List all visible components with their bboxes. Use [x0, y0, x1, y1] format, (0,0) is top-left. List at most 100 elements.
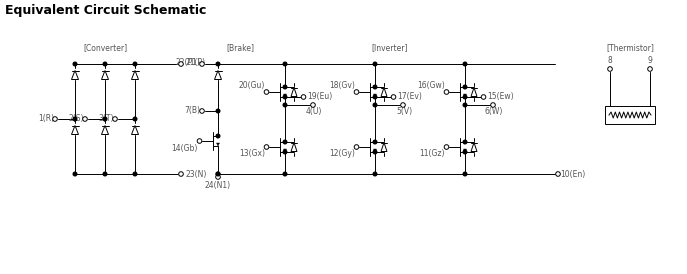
Circle shape	[133, 117, 137, 121]
Polygon shape	[71, 70, 78, 79]
Circle shape	[354, 145, 359, 149]
Circle shape	[103, 62, 106, 66]
Text: 11(Gz): 11(Gz)	[420, 149, 445, 158]
Circle shape	[200, 62, 204, 66]
Text: 17(Ev): 17(Ev)	[397, 93, 422, 101]
Text: 9: 9	[648, 56, 653, 65]
Polygon shape	[464, 94, 466, 97]
Circle shape	[283, 103, 286, 107]
Circle shape	[216, 175, 221, 179]
Text: 2(S): 2(S)	[69, 113, 84, 122]
Polygon shape	[471, 87, 477, 96]
Circle shape	[556, 172, 561, 176]
Circle shape	[113, 117, 117, 121]
Circle shape	[463, 140, 466, 144]
Circle shape	[82, 117, 87, 121]
Circle shape	[463, 150, 466, 154]
Circle shape	[373, 62, 376, 66]
Text: 4(U): 4(U)	[306, 107, 322, 116]
Text: 18(Gv): 18(Gv)	[329, 81, 355, 90]
Text: 14(Gb): 14(Gb)	[172, 144, 198, 153]
Polygon shape	[374, 94, 376, 97]
Polygon shape	[216, 143, 220, 146]
Polygon shape	[131, 125, 139, 135]
Circle shape	[283, 150, 286, 154]
Circle shape	[444, 145, 449, 149]
Polygon shape	[381, 87, 387, 96]
Circle shape	[463, 85, 466, 89]
Text: 7(B): 7(B)	[184, 107, 200, 116]
Bar	[605, 106, 655, 124]
Circle shape	[197, 139, 202, 143]
Circle shape	[608, 67, 612, 71]
Text: [Thermistor]: [Thermistor]	[606, 43, 654, 52]
Circle shape	[74, 172, 77, 176]
Circle shape	[301, 95, 306, 99]
Circle shape	[283, 140, 286, 144]
Circle shape	[133, 62, 137, 66]
Polygon shape	[214, 70, 221, 79]
Polygon shape	[284, 149, 286, 152]
Circle shape	[264, 90, 269, 94]
Text: 19(Eu): 19(Eu)	[307, 93, 333, 101]
Circle shape	[373, 150, 376, 154]
Circle shape	[103, 117, 106, 121]
Text: 12(Gy): 12(Gy)	[329, 149, 355, 158]
Text: Equivalent Circuit Schematic: Equivalent Circuit Schematic	[5, 4, 206, 17]
Circle shape	[179, 62, 183, 66]
Circle shape	[216, 134, 220, 138]
Circle shape	[373, 103, 376, 107]
Polygon shape	[374, 149, 376, 152]
Polygon shape	[291, 87, 297, 96]
Circle shape	[216, 172, 220, 176]
Polygon shape	[284, 94, 286, 97]
Circle shape	[283, 85, 286, 89]
Circle shape	[200, 109, 204, 113]
Circle shape	[648, 67, 652, 71]
Circle shape	[74, 117, 77, 121]
Text: [Inverter]: [Inverter]	[372, 43, 408, 52]
Text: 10(En): 10(En)	[560, 170, 585, 179]
Circle shape	[391, 95, 396, 99]
Circle shape	[401, 103, 405, 107]
Polygon shape	[381, 142, 387, 152]
Polygon shape	[131, 70, 139, 79]
Circle shape	[133, 172, 137, 176]
Circle shape	[179, 172, 183, 176]
Text: 15(Ew): 15(Ew)	[487, 93, 514, 101]
Circle shape	[373, 140, 376, 144]
Circle shape	[216, 172, 220, 176]
Polygon shape	[471, 142, 477, 152]
Circle shape	[444, 90, 449, 94]
Text: 6(W): 6(W)	[485, 107, 503, 116]
Circle shape	[463, 95, 466, 99]
Polygon shape	[102, 125, 109, 135]
Circle shape	[283, 95, 286, 99]
Circle shape	[103, 172, 106, 176]
Circle shape	[373, 172, 376, 176]
Circle shape	[311, 103, 315, 107]
Text: 20(Gu): 20(Gu)	[238, 81, 265, 90]
Text: 23(N): 23(N)	[185, 170, 206, 179]
Text: 5(V): 5(V)	[396, 107, 412, 116]
Circle shape	[463, 172, 466, 176]
Polygon shape	[71, 125, 78, 135]
Circle shape	[74, 62, 77, 66]
Circle shape	[373, 85, 376, 89]
Circle shape	[283, 62, 286, 66]
Circle shape	[53, 117, 57, 121]
Circle shape	[354, 90, 359, 94]
Polygon shape	[102, 70, 109, 79]
Circle shape	[216, 62, 220, 66]
Text: 3(T): 3(T)	[98, 113, 114, 122]
Circle shape	[283, 172, 286, 176]
Circle shape	[216, 109, 220, 113]
Text: 21(P): 21(P)	[185, 59, 205, 67]
Circle shape	[463, 62, 466, 66]
Circle shape	[463, 103, 466, 107]
Text: [Converter]: [Converter]	[83, 43, 127, 52]
Text: 13(Gx): 13(Gx)	[239, 149, 265, 158]
Text: 22(P1): 22(P1)	[175, 59, 200, 67]
Text: 8: 8	[607, 56, 612, 65]
Circle shape	[481, 95, 486, 99]
